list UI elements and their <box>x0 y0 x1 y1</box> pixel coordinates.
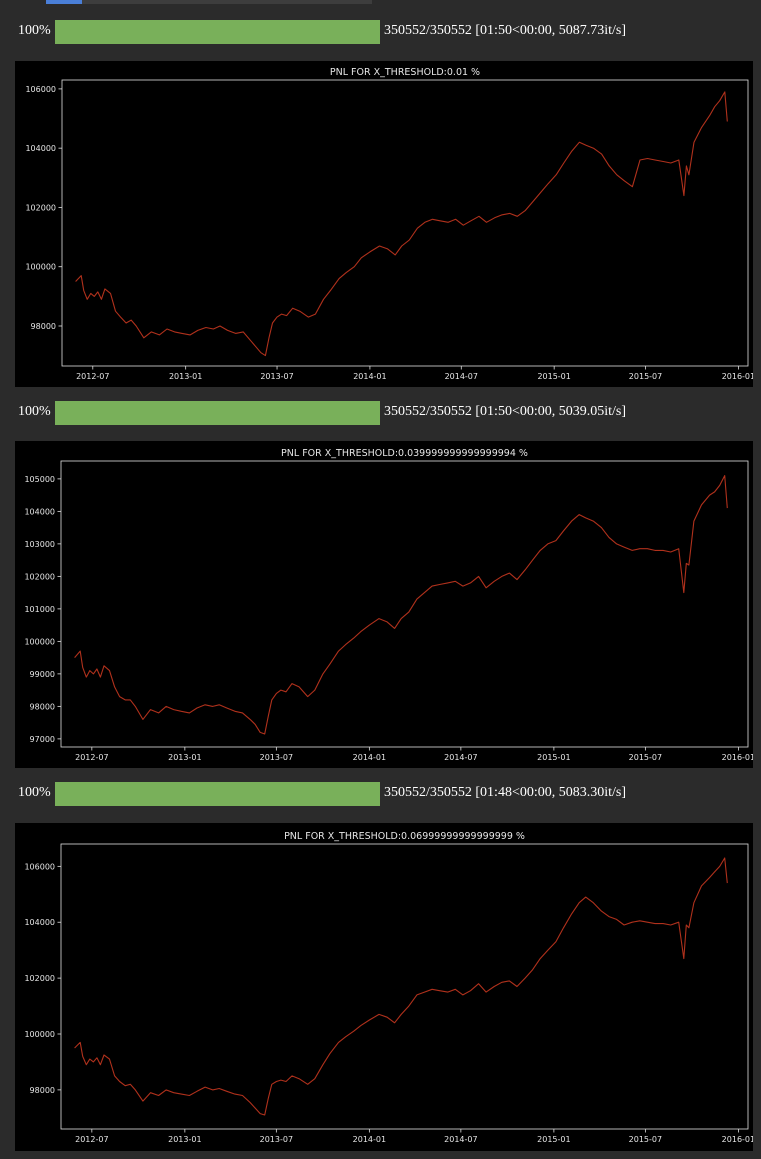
y-tick-label: 100000 <box>24 637 55 646</box>
chart-title: PNL FOR X_THRESHOLD:0.06999999999999999 … <box>284 831 525 842</box>
x-tick-label: 2015-07 <box>629 372 662 381</box>
x-tick-label: 2013-01 <box>168 1135 201 1144</box>
x-tick-label: 2014-07 <box>444 753 477 762</box>
y-tick-label: 103000 <box>24 540 55 549</box>
progress-percent: 100% <box>18 404 51 419</box>
x-tick-label: 2013-01 <box>168 753 201 762</box>
y-tick-label: 102000 <box>24 572 55 581</box>
chart-title: PNL FOR X_THRESHOLD:0.01 % <box>330 67 480 78</box>
x-tick-label: 2015-07 <box>629 1135 662 1144</box>
y-tick-label: 106000 <box>25 85 56 94</box>
x-tick-label: 2012-07 <box>76 372 109 381</box>
y-tick-label: 104000 <box>24 507 55 516</box>
y-tick-label: 99000 <box>30 670 55 679</box>
x-tick-label: 2013-01 <box>169 372 202 381</box>
y-tick-label: 104000 <box>24 918 55 927</box>
plot-area-frame <box>60 460 749 748</box>
progress-percent: 100% <box>18 23 51 38</box>
x-tick-label: 2015-01 <box>537 1135 570 1144</box>
progress-bar <box>55 20 380 44</box>
x-tick-label: 2016-01 <box>722 753 753 762</box>
x-tick-label: 2012-07 <box>75 753 108 762</box>
y-tick-label: 97000 <box>30 735 55 744</box>
y-tick-label: 100000 <box>25 263 56 272</box>
y-tick-label: 102000 <box>25 203 56 212</box>
progress-stats: 350552/350552 [01:50<00:00, 5039.05it/s] <box>384 404 627 419</box>
x-tick-label: 2015-01 <box>537 753 570 762</box>
pnl-chart: PNL FOR X_THRESHOLD:0.01 % 2012-07 2013-01… <box>25 67 753 381</box>
pnl-chart: PNL FOR X_THRESHOLD:0.06999999999999999 … <box>24 831 753 1144</box>
plot-area-frame <box>61 79 749 367</box>
x-tick-label: 2015-01 <box>537 372 570 381</box>
pnl-chart: PNL FOR X_THRESHOLD:0.039999999999999994… <box>24 448 753 762</box>
y-tick-label: 98000 <box>31 322 56 331</box>
output-scrollbar[interactable] <box>46 0 372 4</box>
x-tick-label: 2013-07 <box>260 1135 293 1144</box>
progress-row: 100% 350552/350552 [01:48<00:00, 5083.30… <box>0 780 761 808</box>
y-tick-label: 104000 <box>25 144 56 153</box>
progress-stats: 350552/350552 [01:50<00:00, 5087.73it/s] <box>384 23 627 38</box>
pnl-chart-panel: PNL FOR X_THRESHOLD:0.01 % 2012-07 2013-01… <box>15 61 753 387</box>
x-tick-label: 2014-01 <box>353 372 386 381</box>
x-tick-label: 2016-01 <box>722 1135 753 1144</box>
plot-area-frame <box>60 843 749 1130</box>
y-tick-label: 106000 <box>24 862 55 871</box>
y-tick-label: 102000 <box>24 974 55 983</box>
pnl-series-line <box>74 857 728 1116</box>
progress-row: 100% 350552/350552 [01:50<00:00, 5039.05… <box>0 399 761 427</box>
x-tick-label: 2013-07 <box>260 753 293 762</box>
pnl-series-line <box>75 91 728 357</box>
progress-stats: 350552/350552 [01:48<00:00, 5083.30it/s] <box>384 785 627 800</box>
scrollbar-thumb[interactable] <box>46 0 82 4</box>
chart-title: PNL FOR X_THRESHOLD:0.039999999999999994… <box>281 448 528 459</box>
x-tick-label: 2013-07 <box>260 372 293 381</box>
y-tick-label: 101000 <box>24 605 55 614</box>
progress-row: 100% 350552/350552 [01:50<00:00, 5087.73… <box>0 18 761 46</box>
y-tick-label: 100000 <box>24 1030 55 1039</box>
progress-bar-fill <box>55 782 380 806</box>
progress-bar <box>55 401 380 425</box>
progress-bar-fill <box>55 20 380 44</box>
y-tick-label: 98000 <box>30 702 55 711</box>
x-tick-label: 2015-07 <box>629 753 662 762</box>
progress-bar <box>55 782 380 806</box>
x-tick-label: 2014-07 <box>444 1135 477 1144</box>
progress-percent: 100% <box>18 785 51 800</box>
y-tick-label: 105000 <box>24 475 55 484</box>
x-tick-label: 2016-01 <box>722 372 753 381</box>
pnl-series-line <box>74 475 728 735</box>
x-tick-label: 2014-01 <box>353 1135 386 1144</box>
x-tick-label: 2014-07 <box>445 372 478 381</box>
pnl-chart-panel: PNL FOR X_THRESHOLD:0.039999999999999994… <box>15 441 753 768</box>
pnl-chart-panel: PNL FOR X_THRESHOLD:0.06999999999999999 … <box>15 823 753 1151</box>
progress-bar-fill <box>55 401 380 425</box>
x-tick-label: 2014-01 <box>353 753 386 762</box>
y-tick-label: 98000 <box>30 1086 55 1095</box>
x-tick-label: 2012-07 <box>75 1135 108 1144</box>
